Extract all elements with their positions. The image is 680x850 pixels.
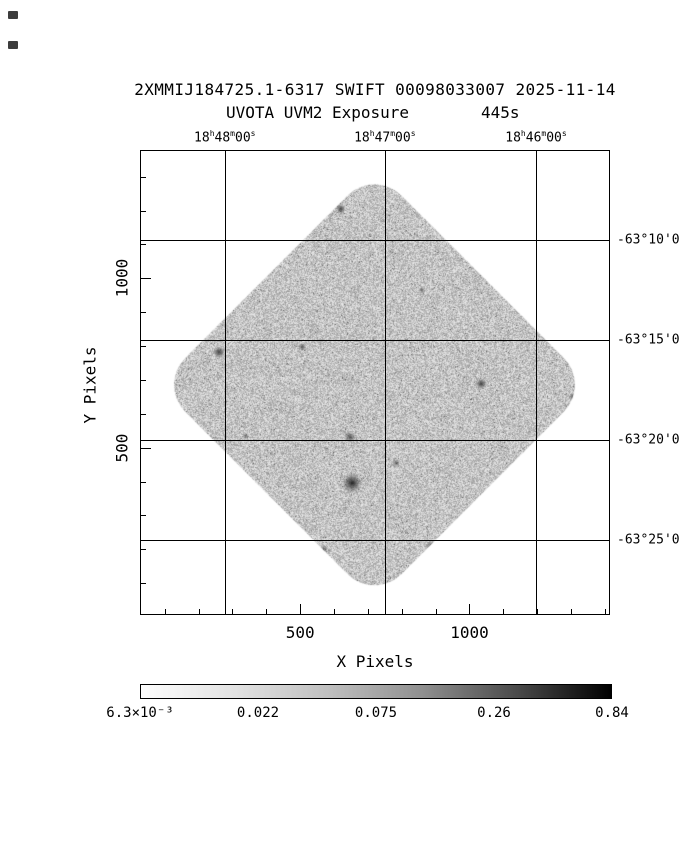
x-minor-tick [604, 609, 606, 614]
y-major-tick [141, 447, 151, 449]
dec-tick-label: -63°20'0 [617, 432, 680, 448]
y-minor-tick [141, 346, 146, 348]
ra-tick-label: 18h47m00s [354, 129, 416, 146]
x-tick-label: 500 [285, 623, 315, 642]
exposure-map-image [141, 151, 609, 614]
plot-subtitle: UVOTA UVM2 Exposure [226, 103, 410, 122]
x-minor-tick [266, 609, 268, 614]
ra-gridline [535, 151, 537, 614]
dec-gridline [141, 239, 609, 241]
ra-tick-label: 18h46m00s [505, 129, 567, 146]
y-minor-tick [141, 312, 146, 314]
y-tick-label: 500 [112, 433, 132, 463]
ra-tick-label: 18h48m00s [194, 129, 256, 146]
stray-mark [8, 11, 18, 19]
colorbar-tick-label: 0.022 [236, 705, 280, 721]
y-minor-tick [141, 244, 146, 246]
x-minor-tick [435, 609, 437, 614]
dec-gridline [141, 439, 609, 441]
x-major-tick [300, 604, 302, 614]
colorbar-tick-label: 6.3×10⁻³ [106, 705, 174, 721]
colorbar-tick-label: 0.84 [595, 705, 629, 721]
x-minor-tick [537, 609, 539, 614]
x-minor-tick [571, 609, 573, 614]
y-axis-title: Y Pixels [80, 346, 100, 424]
dec-tick-label: -63°10'0 [617, 232, 680, 248]
x-tick-label: 1000 [450, 623, 489, 642]
y-minor-tick [141, 515, 146, 517]
x-minor-tick [503, 609, 505, 614]
exposure-time: 445s [481, 103, 520, 122]
plot-title: 2XMMIJ184725.1-6317 SWIFT 00098033007 20… [134, 80, 616, 99]
y-tick-label: 1000 [112, 259, 132, 298]
x-minor-tick [334, 609, 336, 614]
dec-tick-label: -63°15'0 [617, 332, 680, 348]
x-minor-tick [198, 609, 200, 614]
x-axis-title: X Pixels [336, 652, 414, 671]
y-minor-tick [141, 413, 146, 415]
dec-gridline [141, 339, 609, 341]
colorbar [140, 684, 612, 699]
dec-gridline [141, 539, 609, 541]
ra-gridline [224, 151, 226, 614]
ra-gridline [384, 151, 386, 614]
colorbar-tick-label: 0.075 [354, 705, 398, 721]
x-minor-tick [401, 609, 403, 614]
y-minor-tick [141, 549, 146, 551]
y-minor-tick [141, 210, 146, 212]
x-major-tick [469, 604, 471, 614]
x-minor-tick [164, 609, 166, 614]
y-minor-tick [141, 176, 146, 178]
plot-frame [140, 150, 610, 615]
y-minor-tick [141, 379, 146, 381]
y-minor-tick [141, 583, 146, 585]
stray-mark [8, 41, 18, 49]
dec-tick-label: -63°25'0 [617, 532, 680, 548]
x-minor-tick [367, 609, 369, 614]
y-minor-tick [141, 481, 146, 483]
colorbar-tick-label: 0.26 [477, 705, 511, 721]
x-minor-tick [232, 609, 234, 614]
y-major-tick [141, 278, 151, 280]
